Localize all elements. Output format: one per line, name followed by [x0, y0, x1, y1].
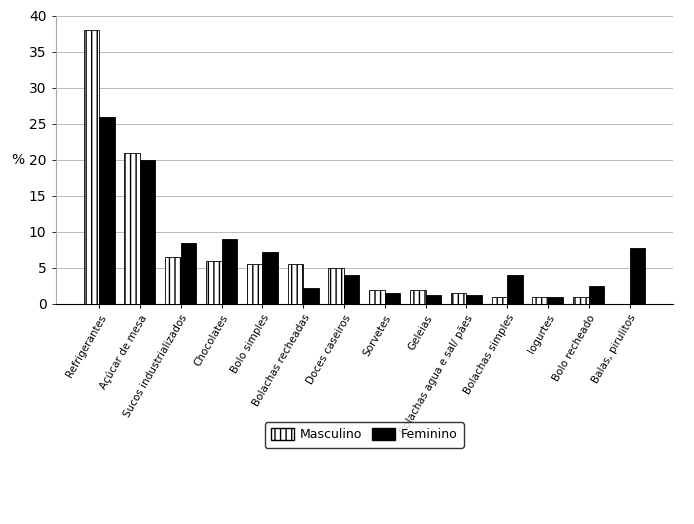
Bar	[328, 268, 344, 304]
Bar	[369, 290, 384, 304]
Bar	[287, 264, 303, 304]
Bar	[140, 160, 155, 304]
Bar	[491, 297, 507, 304]
Bar	[410, 290, 425, 304]
Bar	[466, 296, 482, 304]
Bar	[507, 275, 523, 304]
Bar	[629, 248, 645, 304]
Bar	[589, 286, 604, 304]
Bar	[532, 297, 548, 304]
Bar	[83, 30, 99, 304]
Bar	[344, 275, 359, 304]
Bar	[221, 239, 237, 304]
Bar	[206, 261, 221, 304]
Bar	[384, 293, 400, 304]
Bar	[99, 117, 115, 304]
Bar	[165, 257, 180, 304]
Legend: Masculino, Feminino: Masculino, Feminino	[265, 422, 464, 447]
Bar	[303, 288, 319, 304]
Bar	[425, 296, 441, 304]
Bar	[573, 297, 589, 304]
Y-axis label: %: %	[11, 153, 24, 167]
Bar	[180, 243, 196, 304]
Bar	[124, 152, 140, 304]
Bar	[247, 264, 262, 304]
Bar	[262, 252, 278, 304]
Bar	[548, 297, 564, 304]
Bar	[451, 293, 466, 304]
